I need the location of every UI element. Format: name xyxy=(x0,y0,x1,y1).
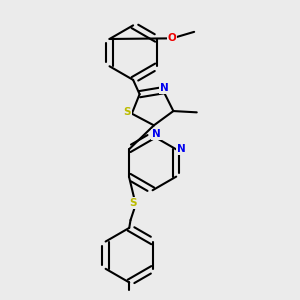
Text: S: S xyxy=(129,198,136,208)
Text: N: N xyxy=(160,83,169,93)
Text: N: N xyxy=(152,129,161,140)
Text: O: O xyxy=(168,33,176,43)
Text: S: S xyxy=(123,107,131,117)
Text: N: N xyxy=(176,144,185,154)
